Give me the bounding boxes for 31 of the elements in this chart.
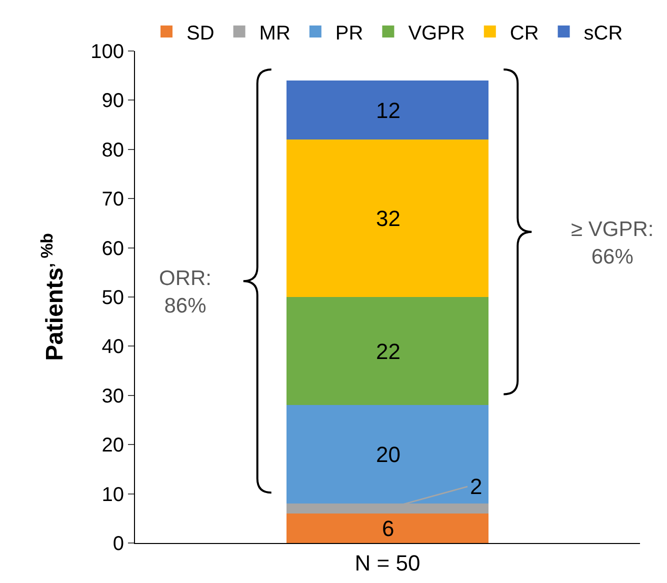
y-tick-label: 60: [102, 238, 124, 260]
bar: [286, 297, 488, 406]
y-tick-label: 30: [102, 385, 124, 408]
y-tick-label: 0: [112, 533, 124, 555]
data-label: 12: [376, 98, 400, 123]
legend-label: sCR: [584, 22, 623, 44]
x-tick-label: N = 50: [354, 550, 420, 576]
legend-label: PR: [335, 22, 364, 44]
y-tick-label: 40: [102, 336, 124, 358]
bar: [286, 405, 488, 504]
data-label: 20: [376, 442, 400, 467]
data-label: 22: [376, 339, 400, 364]
data-label: 2: [470, 474, 482, 499]
data-label: 6: [382, 516, 394, 541]
y-tick-label: 90: [102, 90, 124, 112]
y-tick-label: 20: [102, 434, 124, 457]
bar: [286, 140, 488, 297]
bar: [286, 80, 488, 140]
y-tick-label: 50: [102, 287, 124, 309]
annotation: ≥ VGPR: 66%: [571, 218, 654, 268]
legend-label: MR: [259, 22, 290, 44]
legend-label: VGPR: [408, 22, 465, 44]
bar: [286, 513, 488, 543]
y-tick-label: 80: [102, 139, 124, 162]
legend-label: SD: [186, 22, 214, 44]
y-tick-label: 70: [102, 188, 124, 211]
y-tick-label: 100: [90, 41, 124, 63]
data-label: 32: [376, 206, 400, 231]
legend-label: CR: [510, 22, 539, 44]
annotation: ORR: 86%: [159, 267, 212, 318]
y-tick-label: 10: [102, 484, 124, 506]
